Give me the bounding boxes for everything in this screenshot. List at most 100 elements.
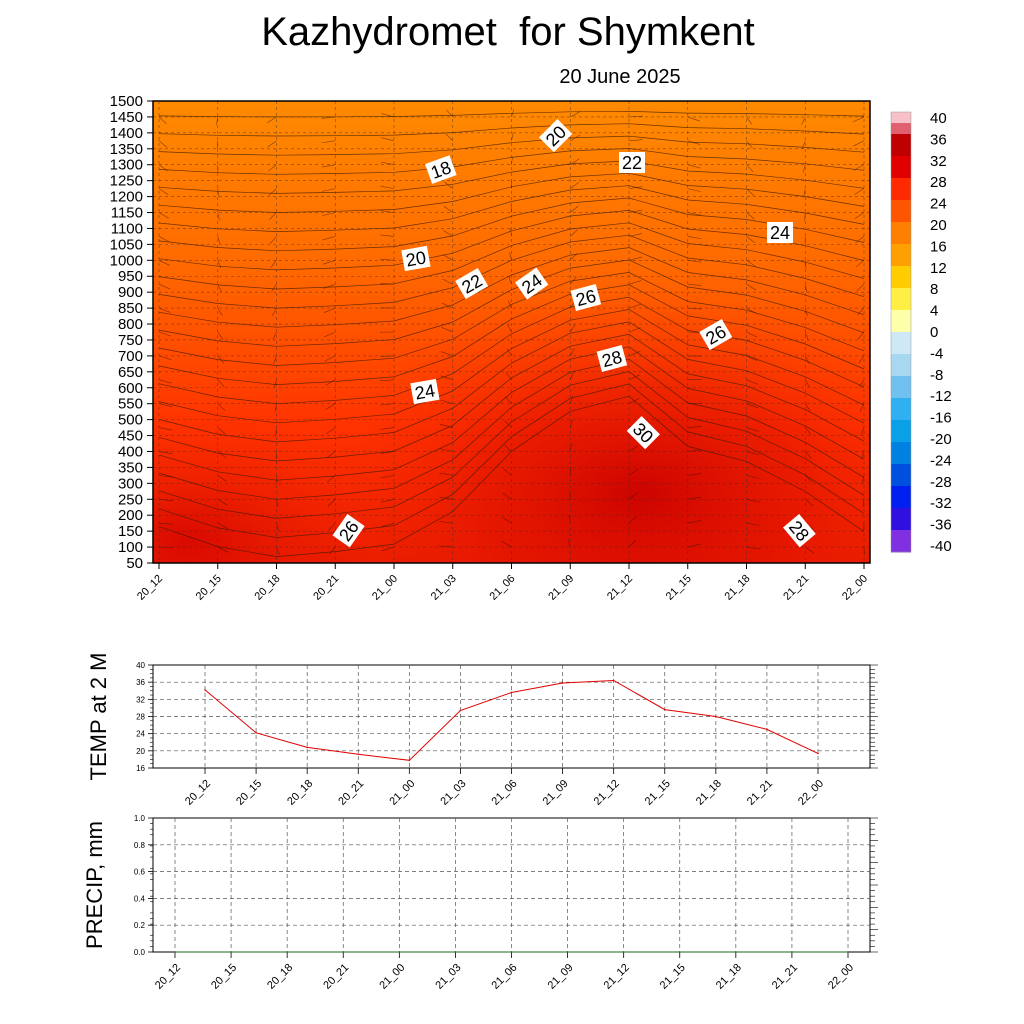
wind-barb xyxy=(321,140,336,144)
wind-barb xyxy=(445,133,453,142)
colorbar-swatch xyxy=(891,497,911,509)
wind-barb xyxy=(380,258,395,261)
wind-barb xyxy=(687,236,702,239)
wind-barb xyxy=(854,212,865,219)
wind-barb xyxy=(746,427,759,432)
wind-barb xyxy=(158,451,173,454)
colorbar-label: -12 xyxy=(930,388,952,405)
x-tick-label: 20_21 xyxy=(321,962,351,992)
y-tick-label: 200 xyxy=(118,507,143,524)
x-tick-label: 21_06 xyxy=(490,778,520,808)
wind-barb xyxy=(746,546,761,550)
data-point xyxy=(204,689,206,691)
y-tick-label: 1000 xyxy=(110,252,143,269)
colorbar-swatch xyxy=(891,288,911,300)
wind-barb xyxy=(217,379,225,388)
y-tick-label: 36 xyxy=(136,678,145,687)
x-tick-label: 20_18 xyxy=(253,573,283,603)
temp-panel: 40 36 32 28 24 20 16 20_12 20_15 20_18 20_21 21_00 2… xyxy=(86,653,878,808)
wind-barb xyxy=(440,351,453,357)
colorbar-label: 8 xyxy=(930,281,938,298)
y-axis-label: TEMP at 2 M xyxy=(86,653,111,781)
colorbar-label: -20 xyxy=(930,431,952,448)
wind-barb xyxy=(505,372,512,380)
y-tick-label: 650 xyxy=(118,364,143,381)
contour-label-box xyxy=(782,513,816,548)
colorbar-label: 32 xyxy=(930,153,947,170)
wind-barb xyxy=(687,164,701,169)
wind-barb xyxy=(805,427,812,436)
wind-barb xyxy=(687,473,702,476)
wind-barb xyxy=(746,522,760,526)
y-tick-label: 1350 xyxy=(110,141,143,158)
x-tick-label: 21_21 xyxy=(781,573,811,603)
wind-barb xyxy=(862,499,865,508)
x-tick-label: 22_00 xyxy=(840,573,870,603)
y-tick-label: 1400 xyxy=(110,125,143,142)
wind-barb xyxy=(687,140,701,145)
wind-barb xyxy=(217,331,224,340)
wind-barb xyxy=(687,188,701,192)
wind-barb xyxy=(381,546,395,552)
wind-barb xyxy=(446,109,453,118)
x-tick-label: 20_15 xyxy=(209,962,239,992)
wind-barb xyxy=(276,475,278,484)
colorbar-label: -4 xyxy=(930,345,943,362)
wind-barb xyxy=(687,260,702,263)
wind-barb xyxy=(327,499,336,507)
wind-barb xyxy=(322,236,336,241)
wind-barb xyxy=(276,546,280,555)
wind-barb xyxy=(158,522,173,525)
wind-barb xyxy=(570,229,578,237)
y-tick-label: 1150 xyxy=(111,205,143,222)
colorbar-swatch xyxy=(891,519,911,531)
wind-barb xyxy=(380,161,395,166)
wind-barb xyxy=(441,327,453,333)
wind-barb xyxy=(570,276,577,285)
wind-barb xyxy=(508,276,512,285)
colorbar-swatch xyxy=(891,354,911,366)
wind-barb xyxy=(687,543,701,548)
wind-barb xyxy=(380,283,395,285)
colorbar-swatch xyxy=(891,167,911,179)
y-tick-label: 50 xyxy=(126,555,143,572)
wind-barb xyxy=(746,331,758,338)
wind-barb xyxy=(217,355,224,364)
colorbar-swatch xyxy=(891,530,911,542)
wind-barb xyxy=(158,283,171,290)
wind-barb xyxy=(855,236,865,244)
wind-barb xyxy=(380,379,395,382)
data-point xyxy=(566,951,569,953)
colorbar-label: -32 xyxy=(930,495,952,512)
wind-barb xyxy=(503,468,512,476)
data-point xyxy=(174,951,176,953)
wind-barb xyxy=(217,260,222,269)
wind-barb xyxy=(570,253,578,261)
wind-barb xyxy=(628,492,638,500)
y-tick-label: 600 xyxy=(118,380,143,397)
wind-barb xyxy=(322,260,336,265)
data-point xyxy=(255,732,257,734)
colorbar-label: -36 xyxy=(930,517,952,534)
wind-barb xyxy=(327,475,336,483)
wind-barb xyxy=(746,212,755,220)
wind-barb xyxy=(746,451,760,456)
wind-barb xyxy=(569,324,576,333)
cross-section-grid xyxy=(153,100,870,564)
y-tick-label: 0.6 xyxy=(134,868,146,877)
data-point xyxy=(510,951,513,953)
wind-barb xyxy=(746,307,757,314)
contour-label-box xyxy=(515,267,549,300)
colorbar-label: 40 xyxy=(930,110,947,127)
wind-barb xyxy=(746,188,754,196)
contour-label-text: 20 xyxy=(404,247,427,270)
y-tick-label: 1.0 xyxy=(134,814,146,823)
chart-subtitle: 20 June 2025 xyxy=(559,66,681,88)
wind-barb xyxy=(570,205,579,213)
wind-barb xyxy=(804,308,808,317)
contour-label-box xyxy=(619,152,645,173)
wind-barb xyxy=(217,188,220,197)
wind-barb xyxy=(158,355,172,360)
wind-barb xyxy=(570,111,581,118)
wind-barb xyxy=(687,331,702,333)
